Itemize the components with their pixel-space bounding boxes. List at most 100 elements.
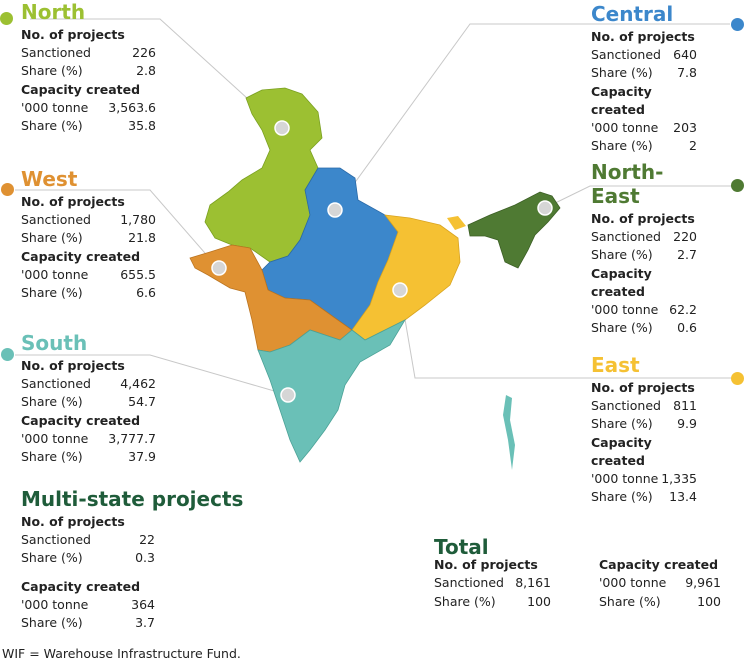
west-capacity-heading: Capacity created: [21, 248, 141, 264]
south-capacity-heading: Capacity created: [21, 412, 141, 428]
east-sanctioned-label: Sanctioned: [591, 398, 661, 414]
north-tonne-label: '000 tonne: [21, 99, 89, 115]
north-east-sanctioned-value: 220: [673, 229, 697, 245]
central-capacity-heading: Capacity created: [591, 83, 652, 117]
north-share-label: Share (%): [21, 63, 83, 79]
central-projects-heading: No. of projects: [591, 29, 695, 44]
south-tonne-label: '000 tonne: [21, 430, 89, 446]
north-projects-heading: No. of projects: [21, 27, 125, 42]
south-sanctioned-label: Sanctioned: [21, 376, 91, 392]
total-capacity-share-value: 100: [697, 593, 721, 609]
north-east-capacity-heading: Capacity created: [591, 265, 652, 299]
west-dot: [1, 183, 14, 196]
north-title: North: [21, 0, 86, 24]
north-capacity-share-value: 35.8: [128, 118, 156, 134]
region-markers: [211, 120, 553, 403]
multi-state-panel: Multi-state projects No. of projects San…: [21, 487, 244, 632]
multi-state-title: Multi-state projects: [21, 487, 244, 511]
west-sanctioned-label: Sanctioned: [21, 212, 91, 228]
total-share-label: Share (%): [434, 593, 496, 609]
east-share-label: Share (%): [591, 416, 653, 432]
multi-tonne-value: 364: [131, 596, 155, 612]
total-tonne-value: 9,961: [685, 575, 721, 591]
west-tonne-label: '000 tonne: [21, 266, 89, 282]
north-tonne-value: 3,563.6: [108, 99, 156, 115]
central-panel: Central No. of projects Sanctioned 640 Sh…: [591, 2, 697, 155]
south-title: South: [21, 331, 88, 355]
total-capacity-share-label: Share (%): [599, 593, 661, 609]
east-capacity-heading: Capacity created: [591, 434, 652, 468]
region-east-sikkim: [447, 216, 466, 230]
south-share-value: 54.7: [128, 394, 156, 410]
total-sanctioned-value: 8,161: [515, 575, 551, 591]
east-title: East: [591, 353, 640, 377]
multi-capacity-share-label: Share (%): [21, 615, 83, 631]
south-capacity-share-value: 37.9: [128, 449, 156, 465]
west-title: West: [21, 167, 78, 191]
east-share-value: 9.9: [677, 416, 697, 432]
total-projects-heading: No. of projects: [434, 557, 538, 573]
multi-tonne-label: '000 tonne: [21, 596, 89, 612]
east-tonne-value: 1,335: [661, 471, 697, 487]
central-capacity-share-value: 2: [689, 138, 697, 154]
north-capacity-heading: Capacity created: [21, 81, 141, 97]
central-title: Central: [591, 2, 674, 26]
multi-projects-heading: No. of projects: [21, 514, 125, 529]
north-sanctioned-value: 226: [132, 45, 156, 61]
south-panel: South No. of projects Sanctioned 4,462 Sh…: [21, 331, 156, 466]
total-sanctioned-label: Sanctioned: [434, 575, 504, 591]
north-east-share-label: Share (%): [591, 247, 653, 263]
east-tonne-label: '000 tonne: [591, 471, 659, 487]
multi-sanctioned-value: 22: [139, 532, 155, 548]
multi-capacity-heading: Capacity created: [21, 578, 141, 594]
east-sanctioned-value: 811: [673, 398, 697, 414]
south-capacity-share-label: Share (%): [21, 449, 83, 465]
south-dot: [1, 348, 14, 361]
east-panel: East No. of projects Sanctioned 811 Share…: [591, 353, 697, 506]
north-east-capacity-share-value: 0.6: [677, 320, 697, 336]
north-east-title: North-East: [591, 160, 664, 208]
central-share-label: Share (%): [591, 65, 653, 81]
central-share-value: 7.8: [677, 65, 697, 81]
south-sanctioned-value: 4,462: [120, 376, 156, 392]
total-panel: Total No. of projects Sanctioned 8,161 Sh…: [434, 537, 729, 611]
total-share-value: 100: [527, 593, 551, 609]
east-capacity-share-value: 13.4: [669, 489, 697, 505]
north-dot: [0, 12, 13, 25]
multi-share-label: Share (%): [21, 550, 83, 566]
north-east-tonne-label: '000 tonne: [591, 302, 659, 318]
south-tonne-value: 3,777.7: [108, 430, 156, 446]
north-share-value: 2.8: [136, 63, 156, 79]
central-tonne-label: '000 tonne: [591, 120, 659, 136]
leader-lines: [15, 18, 736, 396]
multi-share-value: 0.3: [135, 550, 155, 566]
east-capacity-share-label: Share (%): [591, 489, 653, 505]
east-projects-heading: No. of projects: [591, 380, 695, 395]
west-share-label: Share (%): [21, 230, 83, 246]
north-east-sanctioned-label: Sanctioned: [591, 229, 661, 245]
central-dot: [731, 18, 744, 31]
west-capacity-share-label: Share (%): [21, 285, 83, 301]
north-east-share-value: 2.7: [677, 247, 697, 263]
total-tonne-label: '000 tonne: [599, 575, 667, 591]
central-sanctioned-value: 640: [673, 47, 697, 63]
north-east-tonne-value: 62.2: [669, 302, 697, 318]
multi-sanctioned-label: Sanctioned: [21, 532, 91, 548]
multi-capacity-share-value: 3.7: [135, 615, 155, 631]
west-projects-heading: No. of projects: [21, 194, 125, 209]
west-tonne-value: 655.5: [120, 266, 156, 282]
north-east-dot: [731, 179, 744, 192]
south-projects-heading: No. of projects: [21, 358, 125, 373]
footnote: WIF = Warehouse Infrastructure Fund.: [2, 646, 241, 661]
west-panel: West No. of projects Sanctioned 1,780 Sha…: [21, 167, 156, 302]
north-east-panel: North-East No. of projects Sanctioned 220…: [591, 160, 697, 337]
north-panel: North No. of projects Sanctioned 226 Shar…: [21, 0, 156, 135]
andaman-islands: [503, 395, 515, 470]
east-dot: [731, 372, 744, 385]
central-tonne-value: 203: [673, 120, 697, 136]
central-capacity-share-label: Share (%): [591, 138, 653, 154]
north-east-capacity-share-label: Share (%): [591, 320, 653, 336]
region-north-east: [467, 191, 561, 269]
total-capacity-heading: Capacity created: [599, 557, 719, 573]
